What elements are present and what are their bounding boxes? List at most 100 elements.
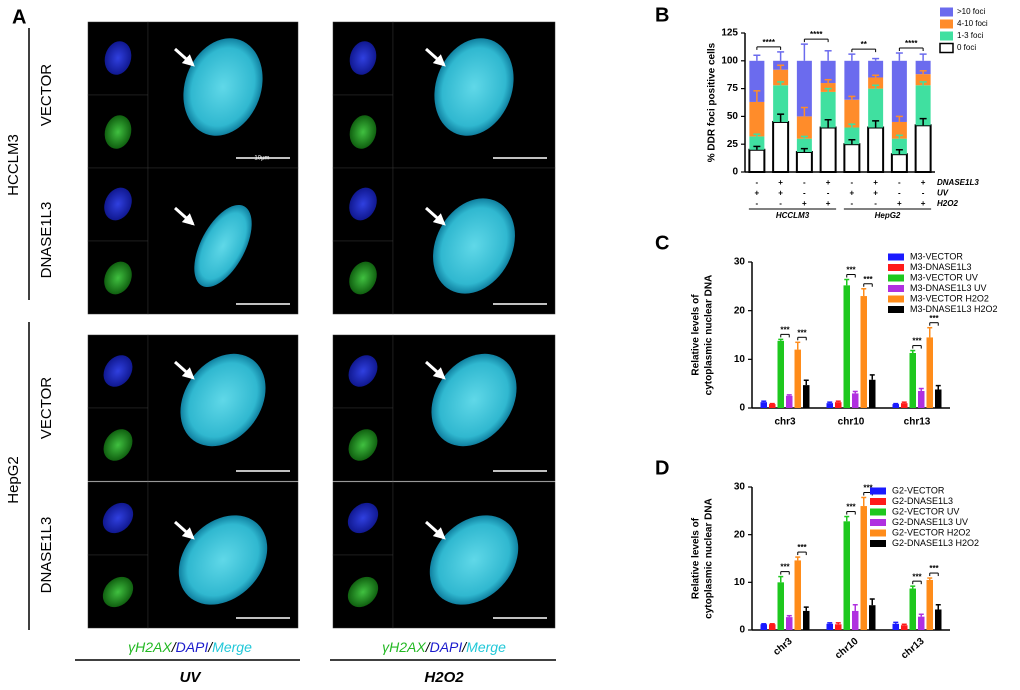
condition-sign: + [850,189,855,198]
y-tick-label: 20 [734,305,746,316]
bar [926,337,933,408]
bar-segment [796,116,812,139]
legend-swatch [888,274,904,282]
bar [843,285,850,408]
bar [935,389,942,408]
bar-segment [843,143,861,173]
significance-label: *** [780,563,790,572]
bar [926,579,933,630]
condition-sign: + [873,178,878,187]
legend-swatch [888,285,904,292]
cell-line-label: HCCLM3 [5,134,22,196]
legend-label: G2-VECTOR UV [892,506,959,516]
row-label: DNASE1L3 [38,517,55,594]
y-tick-label: 10 [734,354,746,365]
row-label: DNASE1L3 [38,202,55,279]
condition-sign: - [898,189,901,198]
legend-swatch [870,487,886,495]
nucleus [104,115,132,149]
bar [869,379,876,408]
bar [794,560,801,630]
y-axis-label: cytoplasmic nuclear DNA [704,275,715,396]
nucleus [104,261,132,295]
significance-label: *** [912,337,922,346]
y-tick-label: 75 [727,83,739,94]
scale-label: 10μm [254,156,269,162]
cell-line-label: HepG2 [5,456,22,504]
bar [777,340,784,408]
condition-sign: - [756,178,759,187]
legend-label: G2-DNASE1L3 [892,496,953,506]
y-tick-label: 20 [734,529,746,540]
bar [769,624,776,630]
bar-segment [795,150,813,173]
nucleus [103,429,133,461]
nucleus [183,38,263,136]
condition-label: UV [937,189,949,198]
bar-segment [773,69,789,86]
y-tick-label: 0 [732,167,738,178]
bar [892,404,899,408]
bar [909,353,916,408]
bar-segment [915,60,931,75]
arrow [425,206,446,226]
nucleus [103,355,133,387]
legend-swatch [870,508,886,516]
bar [918,616,925,630]
arrow [425,47,446,67]
bar-segment [890,153,908,173]
bar [760,402,767,408]
bar [794,349,801,408]
y-tick-label: 30 [734,257,746,268]
legend-swatch [940,19,953,29]
bar-segment [891,138,907,155]
condition-sign: - [779,199,782,208]
bar [901,403,908,408]
legend-swatch [940,7,953,17]
condition-sign: - [756,199,759,208]
stain-legend: γH2AX/DAPI/Merge [128,639,252,655]
bar-segment [820,91,836,128]
bar-segment [844,60,860,100]
condition-sign: + [826,178,831,187]
legend-label: M3-DNASE1L3 H2O2 [910,304,998,314]
group-label: HCCLM3 [776,211,810,220]
bar-segment [749,136,765,150]
condition-sign: - [874,199,877,208]
y-tick-label: 50 [727,111,739,122]
condition-sign: - [803,189,806,198]
bar-segment [773,85,789,122]
significance-label: *** [863,484,873,493]
condition-sign: + [755,189,760,198]
nucleus [348,355,378,387]
bar-segment [867,126,885,173]
legend-label: M3-VECTOR UV [910,272,978,282]
bar [769,404,776,408]
significance-label: *** [863,275,873,284]
condition-sign: - [851,178,854,187]
legend-label: G2-VECTOR H2O2 [892,527,970,537]
significance-label: ** [861,40,868,49]
legend-label: M3-VECTOR [910,251,963,261]
bar [852,610,859,630]
nucleus [429,515,519,605]
condition-sign: + [921,199,926,208]
stain-legend-part: γH2AX [128,639,172,655]
nucleus [178,515,268,605]
nucleus [434,38,514,136]
bar-segment [748,148,766,173]
y-axis-label: Relative levels of [691,294,702,376]
legend-label: M3-DNASE1L3 [910,262,972,272]
bar [835,624,842,630]
bar [777,582,784,630]
bar [843,521,850,630]
condition-sign: + [921,178,926,187]
bar [909,588,916,630]
nucleus [349,41,377,75]
bar [803,385,810,408]
legend-label: M3-VECTOR H2O2 [910,293,989,303]
bar-segment [915,85,931,126]
significance-label: *** [797,328,807,337]
significance-label: *** [929,314,939,323]
row-label: VECTOR [38,64,55,126]
